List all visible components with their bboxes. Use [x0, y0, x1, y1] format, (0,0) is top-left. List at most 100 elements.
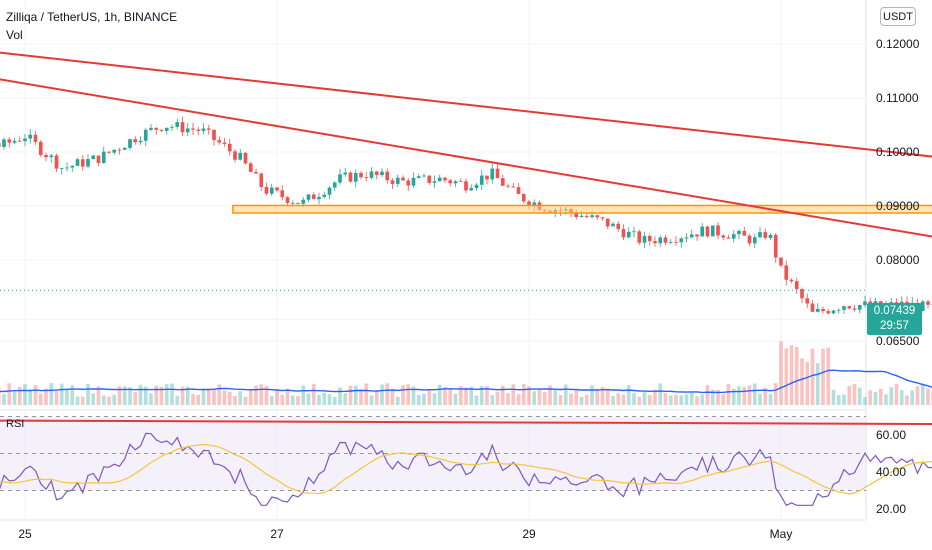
candle-body: [285, 197, 290, 203]
candle-body: [479, 175, 484, 185]
volume-bar: [222, 390, 227, 405]
volume-bar: [563, 384, 568, 405]
volume-bar: [747, 385, 752, 405]
candle-body: [101, 151, 106, 163]
candle-body: [469, 188, 474, 191]
candle-body: [920, 301, 925, 312]
volume-bar: [689, 392, 694, 405]
volume-bar: [857, 387, 862, 405]
candle-body: [768, 234, 773, 238]
candle-body: [532, 202, 537, 206]
candle-body: [826, 311, 831, 314]
candle-body: [217, 140, 222, 143]
candle-body: [689, 234, 694, 238]
volume-bar: [206, 389, 211, 405]
volume-bar: [500, 385, 505, 405]
candle-body: [763, 232, 768, 238]
candle-body: [626, 231, 631, 238]
drawing-overlays: [0, 51, 932, 291]
candle-body: [500, 178, 505, 186]
volume-bar: [474, 395, 479, 405]
candle-body: [86, 159, 90, 167]
volume-bar: [275, 390, 279, 405]
volume-bar: [878, 388, 883, 405]
candle-body: [779, 257, 783, 266]
candle-body: [800, 289, 804, 299]
candle-body: [794, 281, 799, 290]
time-tick-label: 25: [18, 527, 32, 541]
volume-bar: [233, 395, 237, 405]
volume-bar: [285, 388, 290, 405]
candle-body: [616, 223, 621, 230]
volume-bar: [227, 391, 232, 405]
volume-bar: [647, 394, 652, 405]
volume-bar: [259, 384, 264, 405]
candle-body: [206, 128, 211, 130]
candle-body: [600, 217, 605, 219]
chart-title: Zilliqa / TetherUS, 1h, BINANCE: [6, 10, 178, 24]
candle-body: [290, 202, 295, 204]
candle-body: [0, 143, 1, 147]
candle-body: [149, 127, 153, 130]
candle-body: [54, 155, 59, 169]
candle-body: [726, 237, 731, 239]
volume-bar: [432, 393, 437, 405]
volume-bar: [80, 396, 85, 405]
candle-body: [495, 168, 500, 179]
volume-bar: [852, 383, 857, 405]
candle-body: [390, 180, 395, 184]
volume-bar: [269, 396, 274, 405]
candle-body: [185, 128, 190, 133]
volume-bar: [338, 387, 342, 405]
rsi-band-area: [0, 416, 866, 491]
candle-body: [254, 171, 258, 174]
volume-bar: [485, 386, 489, 405]
volume-bar: [154, 385, 159, 405]
volume-bar: [584, 394, 589, 405]
volume-bar: [637, 396, 642, 405]
candle-body: [343, 172, 348, 175]
currency-button[interactable]: USDT: [880, 7, 916, 26]
volume-bar: [920, 383, 925, 405]
candle-body: [710, 225, 715, 237]
volume-bar: [280, 394, 285, 405]
candle-body: [579, 216, 584, 218]
candle-body: [248, 163, 253, 172]
volume-bar: [626, 385, 631, 405]
volume-bar: [322, 392, 327, 405]
volume-bar: [695, 396, 699, 405]
candle-body: [574, 213, 579, 218]
volume-bar: [553, 389, 558, 405]
volume-bar: [805, 361, 810, 405]
volume-bar: [668, 395, 673, 405]
candle-body: [138, 140, 143, 143]
candle-body: [679, 238, 684, 243]
candle-body: [637, 231, 642, 243]
candle-body: [632, 231, 636, 233]
candle-body: [17, 140, 22, 142]
candle-body: [280, 190, 285, 198]
price-tick-label: 0.09000: [876, 199, 920, 213]
rsi-ma-line: [0, 443, 932, 495]
candle-body: [23, 138, 27, 142]
volume-bar: [721, 394, 726, 405]
volume-bar: [836, 395, 841, 405]
volume-bar: [758, 393, 762, 405]
volume-bar: [380, 384, 384, 405]
candle-body: [96, 155, 101, 163]
volume-bar: [117, 386, 122, 405]
volume-bar: [437, 384, 442, 405]
volume-bar: [621, 394, 626, 405]
volume-bar: [632, 393, 636, 405]
candle-body: [406, 180, 411, 186]
trendline: [0, 78, 932, 238]
volume-bar: [353, 385, 358, 405]
volume-bar: [679, 395, 684, 405]
volume-bar: [590, 385, 594, 405]
candle-body: [154, 127, 159, 130]
volume-bar: [821, 348, 825, 405]
volume-bar: [884, 394, 888, 405]
candle-body: [642, 235, 647, 243]
volume-bar: [537, 389, 542, 405]
